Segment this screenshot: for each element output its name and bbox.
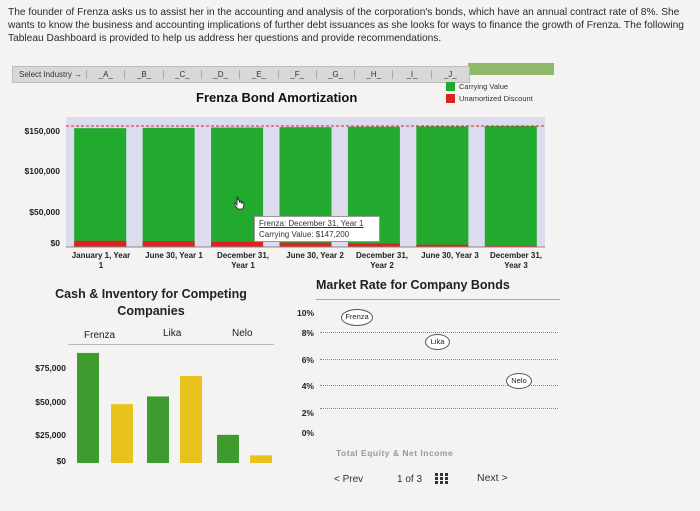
tooltip-line-1: Frenza: December 31, Year 1 bbox=[259, 219, 364, 228]
filter-tab-c[interactable]: _C_ bbox=[162, 70, 201, 79]
amort-x-label: December 31, Year 3 bbox=[482, 251, 550, 271]
amort-x-label-line: June 30, Year 2 bbox=[286, 251, 344, 260]
rate-ytick-6: 6% bbox=[301, 355, 314, 365]
carrying-value-bar[interactable] bbox=[74, 128, 127, 247]
rate-ytick-4: 4% bbox=[301, 381, 314, 391]
amort-x-label-line: June 30, Year 1 bbox=[145, 251, 203, 260]
page-indicator: 1 of 3 bbox=[397, 474, 423, 485]
rate-point-lika[interactable]: Lika bbox=[425, 334, 450, 350]
filter-tab-i[interactable]: _I_ bbox=[392, 70, 430, 79]
prev-button[interactable]: < Prev bbox=[334, 474, 364, 485]
amort-ytick-100k: $100,000 bbox=[24, 166, 60, 176]
chart-tooltip: Frenza: December 31, Year 1 Carrying Val… bbox=[254, 216, 380, 242]
lika-cash-bar[interactable] bbox=[147, 396, 169, 463]
amort-x-label-line: December 31, bbox=[355, 251, 409, 260]
rate-gridline-4 bbox=[320, 385, 558, 386]
company-label-frenza: Frenza bbox=[84, 330, 116, 341]
amort-x-label-line: Year 3 bbox=[504, 261, 528, 270]
amort-ytick-0: $0 bbox=[50, 238, 60, 248]
unamortized-discount-bar[interactable] bbox=[142, 241, 195, 247]
select-industry-label: Select Industry → bbox=[19, 70, 83, 79]
intro-paragraph: The founder of Frenza asks us to assist … bbox=[8, 7, 684, 44]
rate-gridline-2 bbox=[320, 408, 558, 409]
industry-filter-bar: Select Industry → _A_ _B_ _C_ _D_ _E_ _F… bbox=[12, 66, 470, 83]
cash-ytick-75k: $75,000 bbox=[35, 363, 66, 373]
rate-ytick-8: 8% bbox=[301, 328, 314, 338]
amort-x-label: June 30, Year 2 bbox=[280, 251, 350, 271]
amort-x-label-line: January 1, Year bbox=[71, 251, 131, 260]
amort-x-label: June 30, Year 1 bbox=[136, 251, 212, 271]
filter-tab-j[interactable]: _J_ bbox=[430, 70, 469, 79]
rate-ytick-10: 10% bbox=[296, 308, 314, 318]
nelo-cash-bar[interactable] bbox=[217, 434, 239, 463]
filter-tab-g[interactable]: _G_ bbox=[315, 70, 354, 79]
unamortized-discount-bar[interactable] bbox=[347, 243, 400, 247]
legend-unamortized-label: Unamortized Discount bbox=[459, 94, 533, 103]
rate-gridline-8 bbox=[320, 332, 558, 333]
amort-x-label-line: 1 bbox=[98, 261, 104, 270]
amort-x-label-line: Year 1 bbox=[231, 261, 255, 270]
pointer-cursor-icon bbox=[234, 196, 245, 210]
filter-tab-e[interactable]: _E_ bbox=[239, 70, 277, 79]
rate-ytick-2: 2% bbox=[301, 408, 314, 418]
amort-ytick-50k: $50,000 bbox=[29, 207, 60, 217]
equity-income-partial-title: Total Equity & Net Income bbox=[336, 448, 454, 458]
filter-tab-f[interactable]: _F_ bbox=[277, 70, 316, 79]
rate-point-frenza[interactable]: Frenza bbox=[341, 309, 373, 326]
unamortized-discount-bar[interactable] bbox=[484, 245, 537, 247]
nelo-inventory-bar[interactable] bbox=[250, 455, 272, 463]
header-strip bbox=[468, 63, 554, 75]
amort-ytick-150k: $150,000 bbox=[24, 126, 60, 136]
company-label-nelo: Nelo bbox=[232, 328, 253, 339]
filter-tab-d[interactable]: _D_ bbox=[200, 70, 239, 79]
next-button[interactable]: Next > bbox=[477, 472, 508, 484]
cash-ytick-25k: $25,000 bbox=[35, 430, 66, 440]
market-rate-title: Market Rate for Company Bonds bbox=[316, 278, 510, 292]
grid-view-icon[interactable] bbox=[435, 473, 448, 484]
amortization-legend: Carrying Value Unamortized Discount bbox=[446, 82, 533, 106]
cash-header-divider bbox=[68, 344, 274, 345]
amort-x-label: January 1, Year 1 bbox=[66, 251, 136, 271]
company-label-lika: Lika bbox=[163, 328, 182, 339]
unamortized-discount-bar[interactable] bbox=[74, 240, 127, 247]
rate-ytick-0: 0% bbox=[301, 428, 314, 438]
unamortized-discount-bar[interactable] bbox=[279, 242, 332, 247]
cash-ytick-50k: $50,000 bbox=[35, 397, 66, 407]
amort-x-label: June 30, Year 3 bbox=[415, 251, 485, 271]
amort-x-label: December 31, Year 1 bbox=[210, 251, 276, 271]
unamortized-discount-bar[interactable] bbox=[416, 244, 469, 247]
carrying-value-bar[interactable] bbox=[142, 127, 195, 247]
amort-x-label-line: Year 2 bbox=[370, 261, 394, 270]
frenza-inventory-bar[interactable] bbox=[111, 404, 133, 463]
carrying-value-bar[interactable] bbox=[484, 126, 537, 247]
amort-x-label: December 31, Year 2 bbox=[350, 251, 414, 271]
amort-x-label-line: December 31, bbox=[216, 251, 270, 260]
filter-tab-a[interactable]: _A_ bbox=[86, 70, 124, 79]
cash-inventory-title: Cash & Inventory for Competing Companies bbox=[55, 287, 247, 318]
frenza-cash-bar[interactable] bbox=[77, 352, 99, 463]
tooltip-line-2: Carrying Value: $147,200 bbox=[259, 230, 350, 239]
rate-point-nelo[interactable]: Nelo bbox=[506, 373, 532, 389]
lika-inventory-bar[interactable] bbox=[180, 375, 202, 463]
market-rate-divider bbox=[316, 299, 560, 300]
carrying-value-bar[interactable] bbox=[416, 126, 469, 247]
cash-ytick-0: $0 bbox=[56, 456, 66, 466]
rate-gridline-6 bbox=[320, 359, 558, 360]
filter-tab-b[interactable]: _B_ bbox=[124, 70, 162, 79]
amort-x-label-line: December 31, bbox=[489, 251, 543, 260]
legend-swatch-carrying bbox=[446, 82, 455, 91]
legend-carrying-label: Carrying Value bbox=[459, 82, 509, 91]
amortization-chart-title: Frenza Bond Amortization bbox=[196, 90, 358, 105]
unamortized-discount-bar[interactable] bbox=[211, 241, 264, 247]
filter-tab-h[interactable]: _H_ bbox=[354, 70, 392, 79]
legend-swatch-unamortized bbox=[446, 94, 455, 103]
amort-x-label-line: June 30, Year 3 bbox=[421, 251, 479, 260]
